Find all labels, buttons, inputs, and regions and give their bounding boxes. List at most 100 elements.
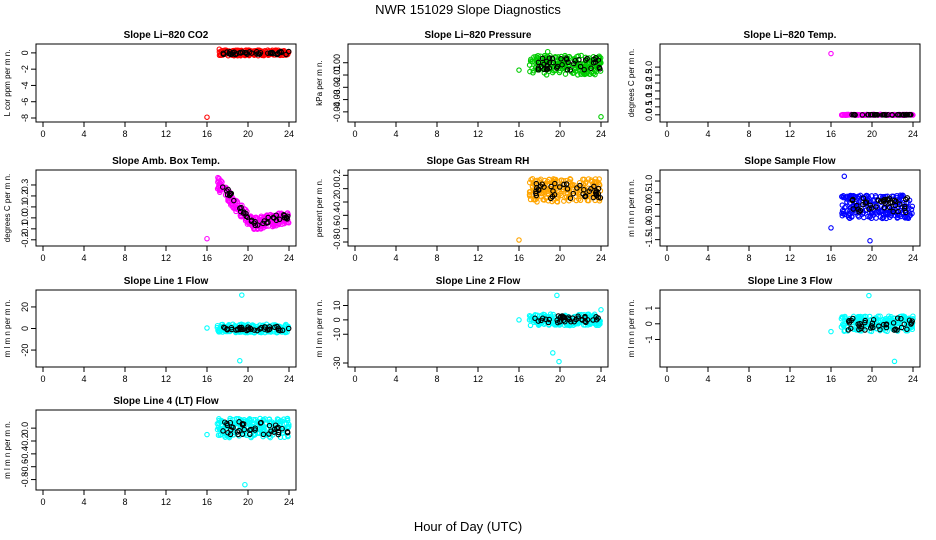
data-point — [587, 321, 593, 328]
y-axis-label: degrees C per m n. — [627, 49, 636, 117]
scatter-points — [204, 174, 292, 242]
y-tick-label: -8 — [20, 114, 30, 122]
data-point — [867, 328, 873, 334]
data-point — [869, 210, 876, 216]
data-point — [270, 222, 276, 228]
data-point — [596, 176, 602, 182]
data-point — [875, 313, 881, 320]
x-tick-label: 0 — [40, 497, 45, 507]
x-tick-label: 4 — [81, 374, 86, 384]
data-point — [530, 70, 536, 76]
x-tick-label: 4 — [81, 129, 86, 139]
plot-frame — [347, 289, 609, 368]
chart-panel-1: Slope Li−820 CO2 L cor ppm per m n. 0 4 8 12 1… — [3, 30, 297, 139]
chart-panel-4: Slope Amb. Box Temp. degrees C per m n. 0 4… — [3, 156, 297, 263]
data-point-reference — [247, 325, 253, 331]
data-point — [527, 191, 533, 198]
data-point — [526, 312, 533, 319]
data-point — [286, 421, 292, 428]
data-point-reference — [243, 50, 250, 56]
x-tick-label: 12 — [161, 253, 171, 263]
data-point-reference — [225, 429, 231, 436]
data-point-reference — [266, 422, 273, 429]
outlier-point — [891, 358, 898, 365]
data-point-reference — [564, 186, 571, 192]
data-point — [897, 192, 904, 199]
y-tick-label: -0.6 — [20, 459, 30, 475]
data-point — [899, 192, 906, 198]
y-tick-label: -0.02 — [332, 77, 342, 98]
y-tick-label: 0.0 — [20, 212, 30, 225]
data-point-reference — [532, 315, 538, 322]
outlier-point — [828, 50, 834, 57]
data-point-reference — [222, 325, 228, 331]
outlier-point — [204, 235, 210, 242]
x-tick-label: 12 — [785, 253, 795, 263]
chart-panel-8: Slope Line 2 Flow m l m n per m n. 0 4 8 12 16… — [315, 276, 609, 384]
data-point-reference — [533, 192, 540, 199]
y-tick-label: 3.0 — [644, 61, 654, 74]
chart-panel-3: Slope Li−820 Temp. degrees C per m n. 0 4 8 1… — [627, 30, 921, 139]
data-point-reference — [881, 112, 888, 118]
panel-title: Slope Li−820 CO2 — [124, 30, 209, 41]
y-axis-label: m l m n per m n. — [315, 300, 324, 358]
x-tick-label: 24 — [908, 253, 918, 263]
data-point-reference — [890, 320, 897, 326]
outlier-point — [204, 431, 210, 438]
x-tick-label: 0 — [40, 374, 45, 384]
y-tick-label: -0.01 — [332, 65, 342, 86]
data-point-reference — [560, 314, 567, 320]
data-point-reference — [237, 49, 243, 56]
data-point — [876, 209, 882, 216]
data-point-reference — [546, 55, 553, 61]
x-tick-label: 20 — [867, 253, 877, 263]
data-point — [908, 206, 915, 213]
data-point-reference — [261, 324, 268, 330]
data-point — [839, 212, 846, 219]
data-point-reference — [846, 317, 852, 324]
outlier-point — [598, 307, 604, 313]
data-point-reference — [228, 190, 235, 197]
x-tick-label: 20 — [555, 253, 565, 263]
data-point — [562, 194, 568, 201]
x-tick-label: 0 — [352, 253, 357, 263]
data-point-reference — [597, 66, 603, 72]
panel-grid: Slope Li−820 CO2 L cor ppm per m n. 0 4 8 12 1… — [3, 30, 921, 507]
data-point — [879, 215, 886, 222]
y-tick-label: 20 — [20, 302, 30, 312]
data-point-reference — [271, 429, 277, 435]
data-point — [266, 416, 272, 423]
data-point — [533, 312, 539, 319]
y-tick-label: -30 — [332, 356, 342, 369]
x-tick-label: 8 — [746, 374, 751, 384]
data-point — [570, 70, 576, 76]
y-tick-label: 0.0 — [644, 198, 654, 211]
outlier-point — [204, 114, 210, 120]
data-point-reference — [590, 317, 596, 323]
data-point-reference — [895, 208, 901, 215]
x-tick-label: 20 — [243, 253, 253, 263]
x-tick-label: 24 — [596, 374, 606, 384]
x-tick-label: 20 — [555, 374, 565, 384]
outlier-point — [841, 173, 848, 180]
data-point — [527, 58, 534, 64]
data-point-reference — [856, 323, 862, 329]
panel-title: Slope Line 4 (LT) Flow — [113, 396, 219, 407]
outlier-point — [239, 292, 245, 298]
panel-title: Slope Sample Flow — [744, 156, 835, 167]
x-tick-label: 8 — [122, 253, 127, 263]
scatter-points — [828, 292, 916, 365]
data-point-reference — [584, 55, 590, 62]
x-tick-label: 24 — [284, 129, 294, 139]
x-tick-label: 12 — [161, 374, 171, 384]
data-point-reference — [546, 65, 553, 71]
data-point-reference — [567, 67, 574, 73]
x-tick-label: 16 — [514, 374, 524, 384]
y-axis-label: m l m n per m n. — [627, 179, 636, 237]
data-point-reference — [224, 420, 230, 427]
plot-frame — [35, 169, 297, 247]
y-tick-label: -1.5 — [644, 232, 654, 248]
data-point — [880, 214, 887, 221]
data-point — [219, 419, 226, 425]
data-point-reference — [220, 428, 226, 434]
